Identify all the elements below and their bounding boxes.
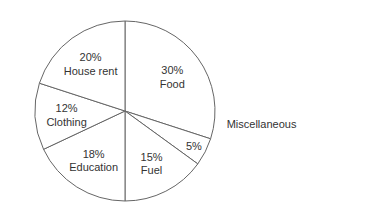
svg-text:20%House rent: 20%House rent xyxy=(64,51,118,76)
svg-text:5%: 5% xyxy=(186,140,202,152)
svg-text:18%Education: 18%Education xyxy=(69,148,118,173)
svg-text:15%Fuel: 15%Fuel xyxy=(141,151,163,176)
svg-text:12%Clothing: 12%Clothing xyxy=(46,102,86,127)
svg-text:Miscellaneous: Miscellaneous xyxy=(227,118,297,130)
svg-text:30%Food: 30%Food xyxy=(160,64,185,89)
